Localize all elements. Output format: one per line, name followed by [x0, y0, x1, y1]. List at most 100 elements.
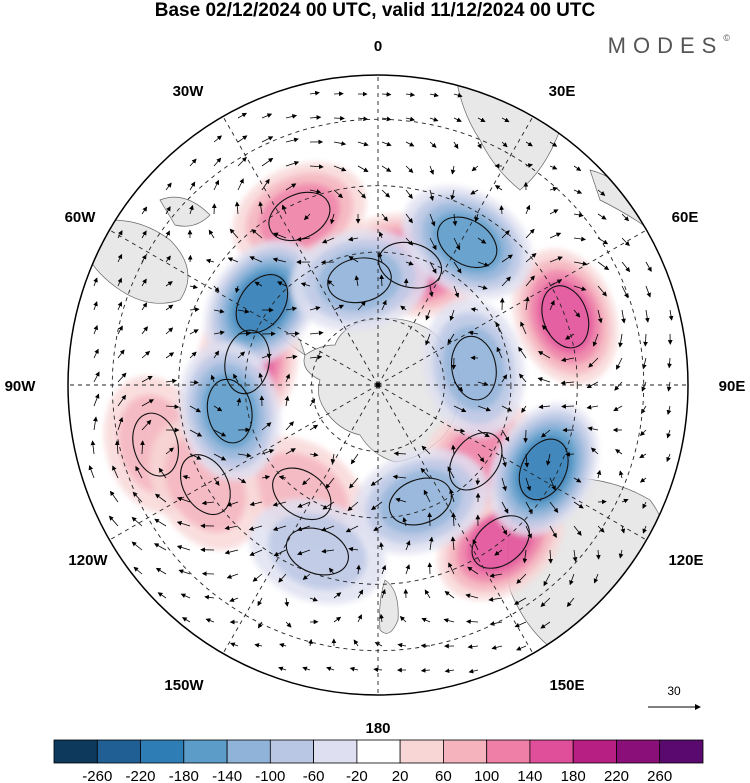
- wind-vector: [453, 285, 460, 298]
- wind-vector: [573, 285, 587, 291]
- wind-vector: [117, 394, 127, 407]
- wind-vector: [224, 525, 239, 531]
- wind-vector: [357, 116, 369, 122]
- wind-vector: [353, 639, 359, 647]
- wind-vector: [546, 453, 551, 466]
- wind-vector: [326, 666, 335, 672]
- wind-vector: [350, 453, 359, 465]
- wind-vector: [597, 261, 610, 271]
- colorbar-tick-label: -220: [125, 768, 155, 783]
- wind-vector: [477, 405, 491, 412]
- wind-vector: [523, 429, 529, 443]
- wind-vector: [447, 466, 455, 479]
- wind-vector: [117, 372, 127, 383]
- map-border: [67, 74, 689, 696]
- wind-vector: [543, 573, 551, 587]
- wind-vector: [615, 449, 623, 455]
- positive-anomaly-blob: [258, 183, 341, 250]
- wind-vector: [514, 621, 527, 628]
- wind-vector: [237, 331, 251, 336]
- wind-vector: [467, 566, 479, 575]
- wind-vector: [93, 324, 99, 335]
- wind-vector: [90, 440, 96, 455]
- wind-vector: [176, 496, 191, 503]
- wind-vector: [645, 261, 652, 272]
- wind-vector: [176, 545, 191, 551]
- wind-vector: [257, 597, 263, 607]
- wind-vector: [470, 307, 479, 312]
- wind-vector: [261, 474, 271, 480]
- wind-vector: [322, 501, 335, 510]
- wind-vector: [405, 237, 414, 246]
- colorbar-swatch: [53, 739, 98, 764]
- wind-vector: [309, 306, 321, 311]
- wind-vector: [644, 309, 650, 323]
- wind-vector: [395, 497, 407, 503]
- wind-vector: [357, 589, 364, 599]
- wind-vector: [501, 453, 507, 468]
- colorbar-tick-label: -20: [346, 768, 368, 783]
- wind-vector: [642, 525, 647, 534]
- wind-vector: [381, 91, 392, 97]
- wind-vector: [425, 309, 431, 321]
- wind-vector: [592, 333, 599, 347]
- lon-label-30e: 30E: [549, 83, 576, 100]
- wind-vector: [428, 536, 434, 551]
- colorbar-tick-label: 220: [604, 768, 629, 783]
- wind-vector: [285, 183, 297, 191]
- wind-vector: [117, 277, 122, 287]
- wind-vector: [549, 186, 558, 192]
- wind-vector: [165, 255, 171, 263]
- wind-vector: [285, 448, 296, 455]
- wind-vector: [278, 573, 287, 583]
- colorbar-tick-label: 260: [647, 768, 672, 783]
- wind-vector: [357, 165, 369, 172]
- colorbar-swatch: [140, 739, 185, 764]
- map-title: Base 02/12/2024 00 UTC, valid 11/12/2024…: [154, 0, 596, 21]
- wind-vector: [224, 549, 239, 555]
- wind-vector: [210, 374, 216, 383]
- wind-vector: [392, 474, 407, 480]
- wind-vector: [643, 333, 648, 347]
- wind-vector: [477, 261, 490, 267]
- wind-vector: [501, 501, 509, 514]
- lon-label-180: 180: [365, 720, 390, 737]
- wind-vector: [477, 429, 490, 438]
- wind-vector: [471, 165, 479, 172]
- wind-vector: [399, 616, 407, 623]
- wind-vector: [285, 621, 292, 628]
- wind-vector: [400, 305, 407, 311]
- lon-label-150e: 150E: [549, 677, 584, 694]
- wind-vector: [303, 213, 311, 221]
- colorbar-swatch: [529, 739, 574, 764]
- wind-vector: [453, 141, 459, 149]
- wind-vector: [468, 330, 479, 336]
- wind-vector: [226, 501, 239, 507]
- wind-vector: [573, 189, 583, 194]
- wind-vector: [309, 424, 319, 431]
- colorbar-swatch: [96, 739, 142, 764]
- colorbar-tick-label: 60: [435, 768, 452, 783]
- wind-vector: [213, 135, 223, 143]
- wind-vector: [213, 350, 220, 359]
- wind-vector: [516, 573, 527, 584]
- colorbar-swatch: [616, 739, 661, 764]
- wind-vector: [141, 350, 151, 359]
- wind-vector: [237, 351, 246, 359]
- brand-name: MODES: [607, 33, 724, 58]
- wind-vector: [309, 452, 319, 458]
- wind-vector: [549, 525, 557, 538]
- wind-vector: [357, 300, 366, 311]
- wind-vector: [285, 421, 294, 431]
- wind-vector: [621, 285, 629, 299]
- wind-vector: [518, 346, 527, 359]
- wind-vector: [405, 564, 411, 575]
- wind-vector: [182, 617, 191, 623]
- wind-vector: [393, 451, 407, 456]
- wind-vector: [573, 261, 588, 266]
- wind-vector: [165, 230, 170, 239]
- wind-vector: [279, 643, 287, 648]
- colorbar-swatch: [572, 739, 617, 764]
- wind-vector: [165, 327, 174, 335]
- wind-vector: [333, 304, 345, 311]
